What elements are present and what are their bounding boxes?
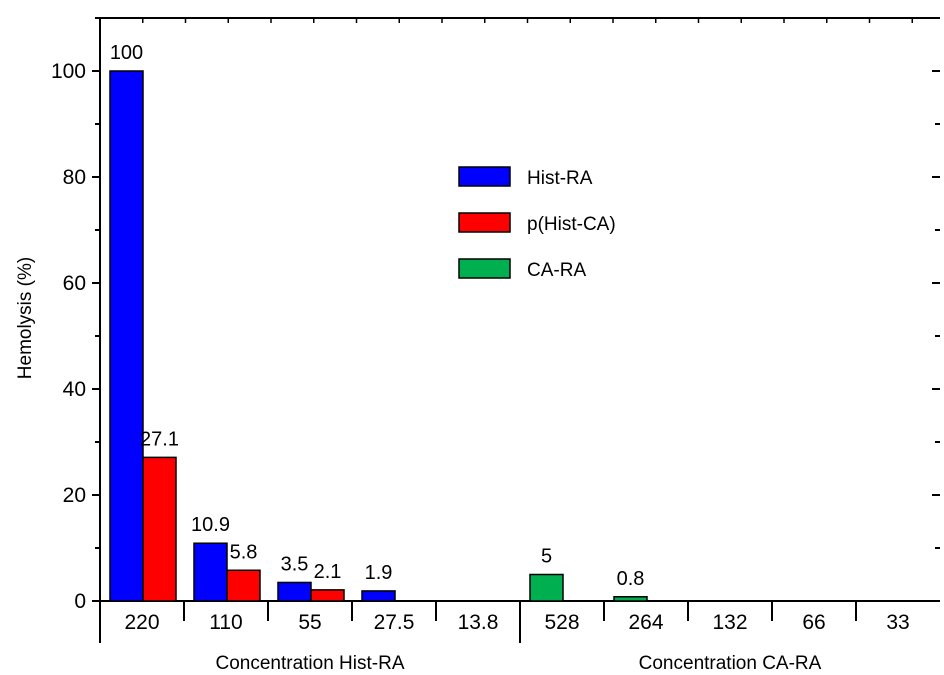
data-label: 5 [541, 546, 552, 568]
legend: Hist-RA p(Hist-CA) CA-RA [458, 166, 616, 281]
y-tick-label: 100 [51, 60, 86, 83]
bar-hist-ra [193, 542, 228, 602]
legend-label: Hist-RA [527, 168, 593, 189]
data-label: 10.9 [191, 514, 230, 536]
x-tick-label: 528 [544, 611, 579, 634]
legend-swatch [458, 166, 511, 187]
y-tick-label: 20 [63, 484, 86, 507]
bar-p-hist-ca- [226, 569, 261, 602]
data-label: 100 [110, 42, 143, 64]
bar-ca-ra [613, 596, 648, 602]
x-tick-label: 110 [209, 611, 242, 634]
data-labels-layer: 100 10.9 3.5 1.9 27.1 5.8 2.1 5 0.8 [110, 42, 645, 590]
x-tick-label: 13.8 [458, 611, 499, 634]
x-tick-label: 220 [124, 611, 159, 634]
x-group-title: Concentration Hist-RA [215, 653, 404, 674]
x-tick-label: 264 [628, 611, 663, 634]
axes-layer: 0 20 40 60 80 100 220 110 55 27.5 13.8 528 264 132 66 3… [51, 17, 940, 674]
bar-ca-ra [529, 573, 564, 602]
legend-swatch [458, 212, 511, 233]
data-label: 1.9 [365, 562, 393, 584]
data-label: 3.5 [281, 553, 309, 575]
data-label: 2.1 [314, 561, 342, 583]
x-tick-label: 27.5 [374, 611, 415, 634]
legend-label: p(Hist-CA) [527, 214, 616, 235]
y-axis-title: Hemolysis (%) [15, 257, 36, 379]
data-label: 27.1 [140, 428, 179, 450]
data-label: 5.8 [230, 541, 258, 563]
x-group-title: Concentration CA-RA [639, 653, 822, 674]
x-tick-label: 55 [298, 611, 321, 634]
bars-layer [109, 70, 648, 602]
bar-p-hist-ca- [142, 456, 177, 602]
x-tick-label: 33 [886, 611, 909, 634]
legend-swatch [458, 258, 511, 279]
bar-hist-ra [109, 70, 144, 602]
y-tick-label: 60 [63, 272, 86, 295]
bar-hist-ra [277, 581, 312, 602]
y-tick-label: 0 [74, 590, 86, 613]
y-tick-label: 40 [63, 378, 86, 401]
bar-p-hist-ca- [310, 589, 345, 602]
x-tick-label: 66 [802, 611, 825, 634]
y-tick-label: 80 [63, 166, 86, 189]
data-label: 0.8 [617, 568, 645, 590]
legend-label: CA-RA [527, 260, 586, 281]
bar-hist-ra [361, 590, 396, 602]
x-tick-label: 132 [712, 611, 747, 634]
